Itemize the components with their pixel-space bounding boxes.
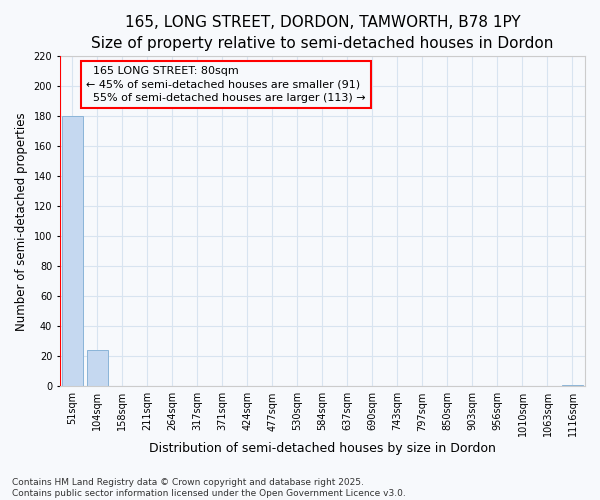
- Text: 165 LONG STREET: 80sqm  
← 45% of semi-detached houses are smaller (91)
  55% of: 165 LONG STREET: 80sqm ← 45% of semi-det…: [86, 66, 366, 102]
- Y-axis label: Number of semi-detached properties: Number of semi-detached properties: [15, 112, 28, 330]
- Text: Contains HM Land Registry data © Crown copyright and database right 2025.
Contai: Contains HM Land Registry data © Crown c…: [12, 478, 406, 498]
- Bar: [62, 116, 83, 386]
- Title: 165, LONG STREET, DORDON, TAMWORTH, B78 1PY
Size of property relative to semi-de: 165, LONG STREET, DORDON, TAMWORTH, B78 …: [91, 15, 554, 51]
- X-axis label: Distribution of semi-detached houses by size in Dordon: Distribution of semi-detached houses by …: [149, 442, 496, 455]
- Bar: [87, 350, 108, 386]
- Bar: [562, 385, 583, 386]
